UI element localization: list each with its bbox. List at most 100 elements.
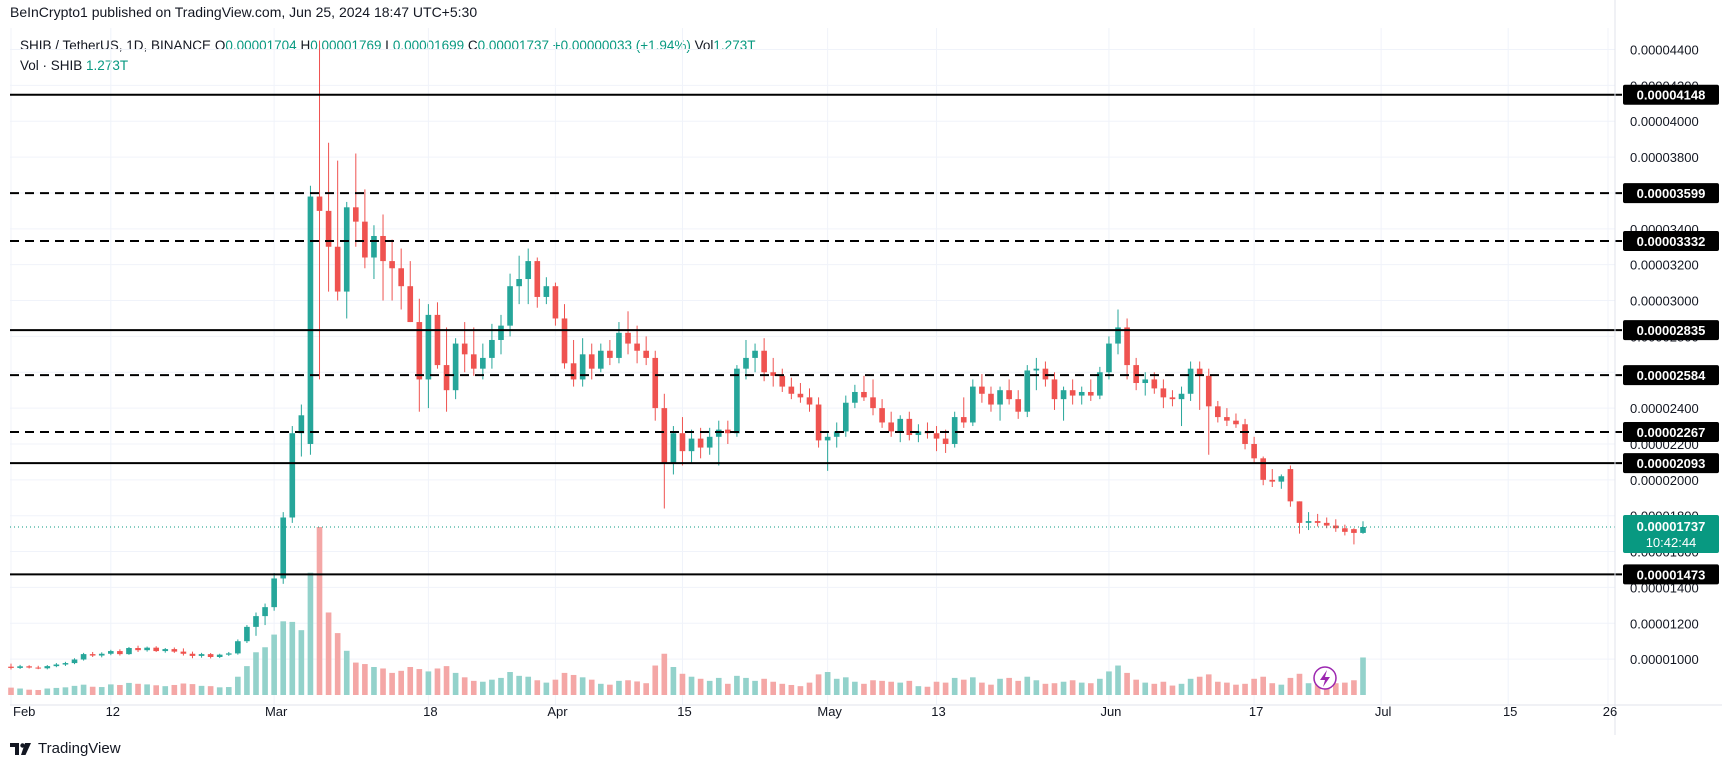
candle-body [852, 391, 858, 403]
volume-bar [244, 666, 250, 695]
candle-body [1187, 368, 1194, 394]
level-tag [1623, 453, 1719, 474]
candle-body [1296, 501, 1303, 523]
volume-bar [1287, 677, 1294, 695]
candle-body [207, 654, 214, 657]
volume-bar [298, 630, 305, 695]
volume-bar [543, 682, 550, 695]
volume-bar [452, 672, 459, 695]
volume-bar [888, 681, 894, 695]
volume-bar [1260, 676, 1267, 695]
volume-bar [734, 675, 740, 695]
candle-body [434, 314, 441, 366]
volume-bar [688, 676, 695, 695]
volume-bar [416, 669, 423, 695]
candle-body [752, 350, 758, 358]
candle-body [643, 350, 649, 358]
candle-body [1323, 522, 1330, 526]
candle-body [334, 246, 341, 292]
candle-body [779, 375, 786, 387]
volume-bar [770, 681, 777, 695]
tradingview-logo[interactable]: TradingView [10, 740, 121, 757]
volume-bar [625, 680, 631, 695]
candle-body [1142, 379, 1149, 384]
volume-bar [180, 683, 187, 695]
volume-bar [534, 680, 541, 695]
candle-body [316, 196, 323, 211]
volume-bar [1187, 678, 1194, 695]
candle-body [597, 350, 604, 369]
candle-body [979, 386, 985, 394]
volume-bar [879, 680, 885, 695]
volume-bar [906, 680, 913, 695]
x-tick-label: Jun [1100, 704, 1121, 719]
candle-body [135, 648, 141, 651]
volume-bar [26, 689, 32, 695]
volume-bar [561, 672, 568, 695]
candle-body [1069, 390, 1076, 396]
candle-body [498, 325, 504, 340]
volume-bar [280, 621, 287, 695]
candle-body [398, 268, 404, 287]
volume-bar [171, 684, 178, 695]
volume-bar [1133, 679, 1139, 695]
candle-body [1151, 379, 1158, 389]
candle-body [933, 433, 940, 439]
volume-bar [1069, 680, 1076, 695]
candle-body [98, 653, 105, 656]
volume-bar [725, 683, 731, 695]
candle-body [153, 647, 159, 652]
y-tick-label: 0.00003200 [1630, 258, 1699, 273]
volume-bars [8, 527, 1366, 695]
candle-body [842, 402, 849, 432]
volume-bar [897, 682, 904, 695]
candle-body [352, 207, 359, 222]
candle-body [407, 286, 414, 323]
candle-body [915, 431, 922, 436]
volume-label[interactable]: Vol · SHIB [20, 58, 83, 73]
level-tag-label: 0.00003599 [1637, 186, 1706, 201]
volume-bar [915, 686, 922, 695]
volume-bar [262, 647, 268, 695]
candle-body [17, 666, 23, 668]
candle-body [543, 286, 550, 297]
level-tag-label: 0.00004148 [1637, 88, 1706, 103]
candle-body [997, 390, 1003, 405]
volume-bar [334, 633, 341, 695]
volume-bar [425, 671, 432, 695]
candle-body [1196, 368, 1203, 376]
candle-body [951, 417, 958, 444]
level-tag-label: 0.00001473 [1637, 567, 1706, 582]
y-tick-label: 0.00004400 [1630, 43, 1699, 58]
volume-bar [1033, 680, 1040, 695]
volume-bar [198, 685, 205, 695]
candle-body [107, 651, 114, 654]
tradingview-icon [10, 742, 31, 755]
candle-body [897, 418, 904, 432]
flash-icon[interactable] [1313, 666, 1337, 690]
volume-bar [979, 682, 985, 695]
volume-bar [1060, 681, 1067, 695]
volume-bar [788, 684, 795, 695]
volume-bar [870, 680, 876, 695]
volume-bar [607, 684, 613, 695]
x-tick-label: Apr [547, 704, 568, 719]
x-tick-label: Mar [265, 704, 288, 719]
candle-body [62, 663, 69, 665]
volume-bar [71, 685, 78, 695]
volume-bar [861, 683, 867, 695]
volume-bar [44, 688, 51, 695]
candle-body [1269, 479, 1276, 482]
candle-body [516, 279, 522, 287]
candle-body [1287, 469, 1294, 502]
candle-body [1242, 424, 1248, 444]
x-tick-label: 13 [931, 704, 945, 719]
candles [8, 40, 1366, 670]
y-tick-label: 0.00004000 [1630, 114, 1699, 129]
candle-body [797, 393, 804, 398]
candle-body [1305, 521, 1312, 523]
volume-bar [89, 686, 96, 695]
candle-body [144, 647, 150, 651]
candle-body [1205, 375, 1212, 407]
